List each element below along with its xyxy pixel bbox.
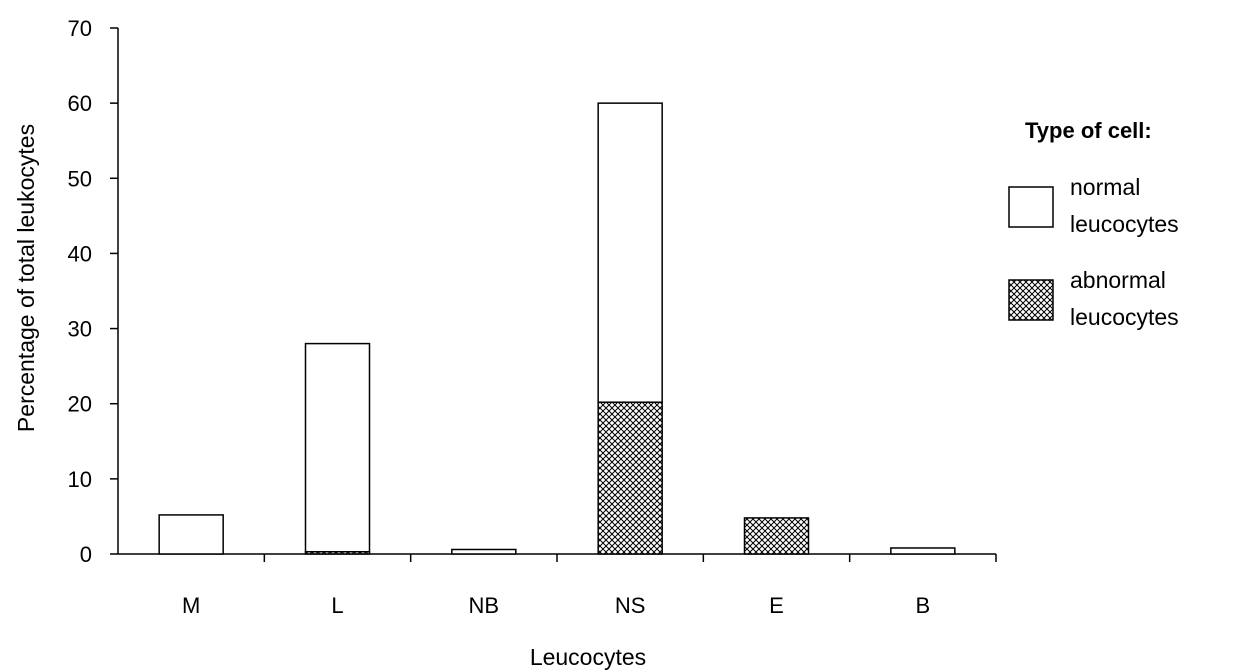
bar-normal-ns — [597, 102, 663, 403]
x-axis-title: Leucocytes — [530, 644, 646, 670]
y-tick-label: 40 — [68, 241, 92, 266]
legend-label-normal-line1: normal — [1070, 174, 1140, 200]
x-tick-label-l: L — [331, 593, 343, 618]
bar-abnormal-ns — [597, 401, 663, 555]
y-tick-label: 10 — [68, 467, 92, 492]
y-axis-title: Percentage of total leukocytes — [13, 124, 39, 432]
legend-swatch-abnormal — [1008, 279, 1054, 321]
bar-normal-l — [304, 342, 371, 553]
y-tick-label: 70 — [68, 16, 92, 41]
legend-label-normal-line2: leucocytes — [1070, 211, 1179, 237]
x-tick-label-b: B — [915, 593, 930, 618]
bar-abnormal-e — [743, 517, 810, 555]
bar-normal-b — [890, 547, 956, 555]
bar-normal-nb — [451, 548, 517, 555]
plot-area: 0 10 20 30 40 50 60 70 M L NB NS E B — [68, 16, 997, 618]
legend-title: Type of cell: — [1025, 118, 1152, 143]
x-tick-label-m: M — [182, 593, 200, 618]
legend-label-abnormal-line2: leucocytes — [1070, 304, 1179, 330]
legend: Type of cell: normal leucocytes abnormal… — [1008, 118, 1179, 330]
bar-normal-m — [158, 514, 224, 555]
y-tick-label: 0 — [80, 542, 92, 567]
x-tick-label-ns: NS — [615, 593, 646, 618]
y-tick-label: 60 — [68, 91, 92, 116]
y-tick-label: 30 — [68, 317, 92, 342]
y-tick-label: 50 — [68, 166, 92, 191]
y-tick-label: 20 — [68, 392, 92, 417]
x-tick-label-nb: NB — [469, 593, 500, 618]
x-tick-label-e: E — [769, 593, 784, 618]
legend-label-abnormal-line1: abnormal — [1070, 267, 1166, 293]
legend-swatch-normal — [1008, 186, 1054, 228]
